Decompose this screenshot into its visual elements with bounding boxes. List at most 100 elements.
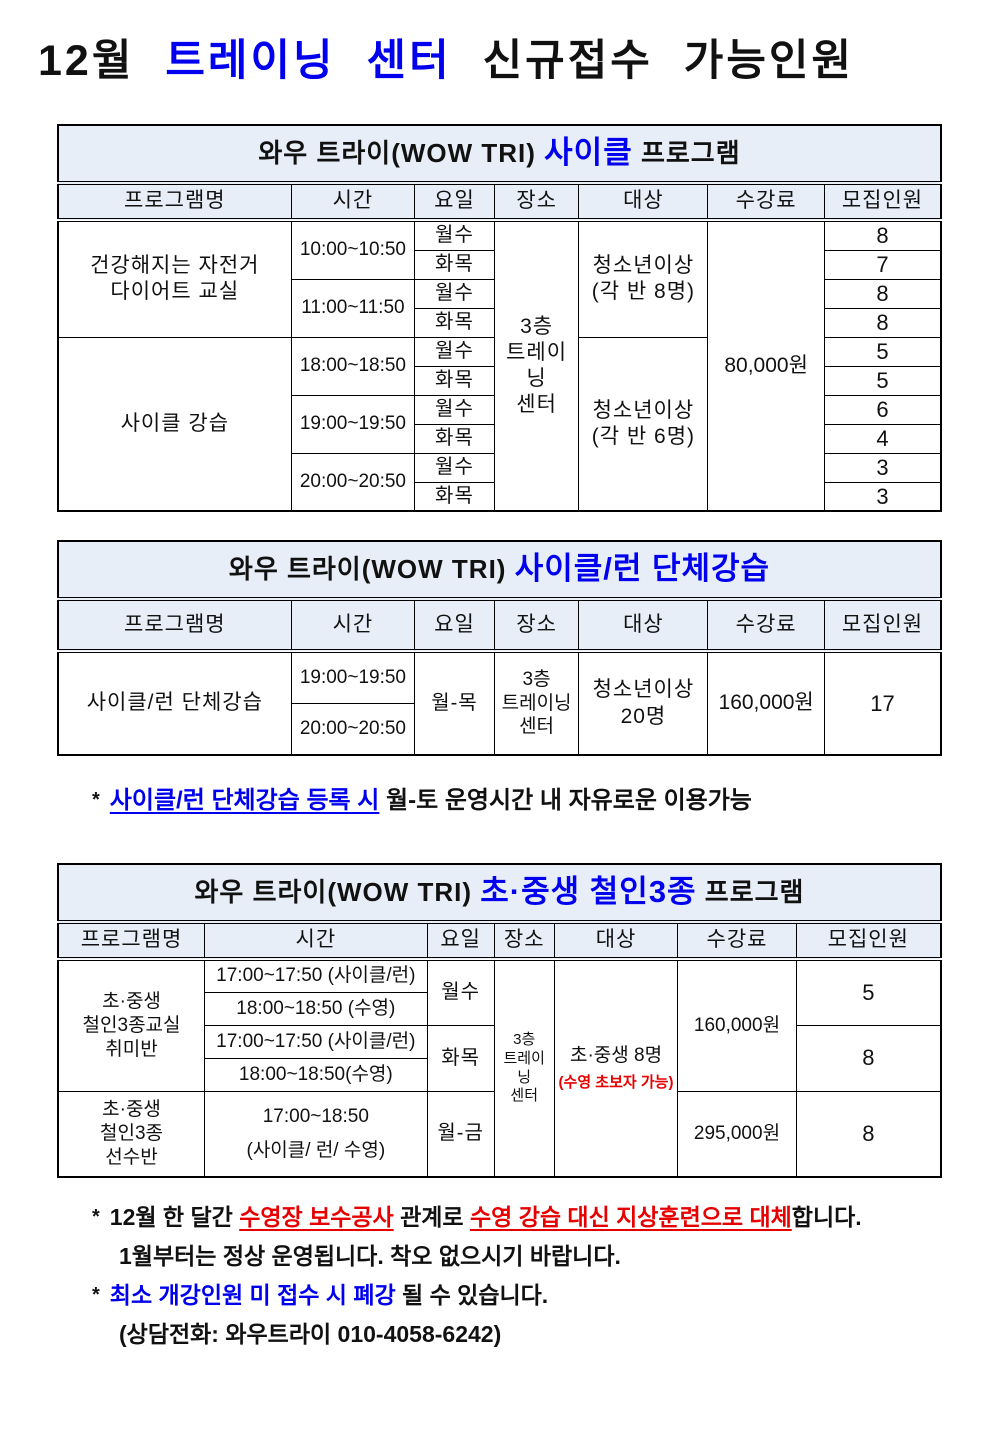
page-title-highlight: 트레이닝 센터 — [165, 37, 452, 85]
group-lesson-note-rest: 월-토 운영시간 내 자유로운 이용가능 — [379, 787, 752, 814]
capacity-cell: 8 — [823, 219, 942, 251]
group-lesson-title: 와우 트라이(WOW TRI) 사이클/런 단체강습 — [57, 540, 942, 601]
program-name-cell: 사이클/런 단체강습 — [57, 650, 292, 756]
group-lesson-header-row: 프로그램명 시간 요일 장소 대상 수강료 모집인원 — [57, 598, 942, 653]
col-day: 요일 — [414, 182, 495, 222]
footnote-contact-phone: (상담전화: 와우트라이 010-4058-6242) — [119, 1321, 502, 1348]
table-row: 사이클 강습 18:00~18:50 월수 청소년이상 (각 반 6명) 5 — [57, 336, 942, 512]
col-fee: 수강료 — [677, 921, 797, 961]
time-cell: 18:00~18:50 — [290, 336, 416, 396]
capacity-cell: 6 — [823, 394, 942, 425]
triathlon-title-row: 와우 트라이(WOW TRI) 초·중생 철인3종 프로그램 — [57, 863, 942, 924]
footnote-min-enrollment: * 최소 개강인원 미 접수 시 폐강 될 수 있습니다. — [92, 1276, 942, 1315]
table-row: 화목 3 — [58, 481, 942, 512]
footnote-red-highlight: 수영장 보수공사 — [239, 1204, 394, 1230]
triathlon-title-highlight: 초·중생 철인3종 — [480, 874, 697, 910]
capacity-cell: 8 — [823, 307, 942, 338]
cycle-program-table: 와우 트라이(WOW TRI) 사이클 프로그램 프로그램명 시간 요일 장소 … — [57, 124, 942, 512]
note-asterisk: * — [92, 1206, 100, 1228]
table-row: 19:00~19:50 월수 6 — [58, 394, 942, 454]
day-cell: 화목 — [414, 481, 495, 512]
time-cell: 11:00~11:50 — [290, 278, 416, 338]
footnote-text: 관계로 — [393, 1204, 470, 1230]
time-cell: 19:00~19:50 — [290, 394, 416, 454]
col-target: 대상 — [578, 598, 709, 653]
time-cell: 17:00~18:50 (사이클/ 런/ 수영) — [204, 1090, 428, 1178]
page-title-post: 신규접수 가능인원 — [451, 37, 855, 85]
time-cell: 18:00~18:50(수영) — [204, 1057, 428, 1092]
day-cell: 월수 — [414, 278, 495, 309]
group-lesson-title-row: 와우 트라이(WOW TRI) 사이클/런 단체강습 — [57, 540, 942, 601]
program-name-cell: 초·중생 철인3종 선수반 — [57, 1090, 206, 1178]
footnote-january-normal: 1월부터는 정상 운영됩니다. 착오 없으시기 바랍니다. — [119, 1243, 621, 1270]
day-cell: 화목 — [414, 249, 495, 280]
time-cell: 20:00~20:50 — [290, 452, 416, 512]
footnotes: * 12월 한 달간 수영장 보수공사 관계로 수영 강습 대신 지상훈련으로 대… — [92, 1198, 942, 1354]
col-capacity: 모집인원 — [823, 598, 942, 653]
time-cell: 18:00~18:50 (수영) — [204, 991, 428, 1026]
footnote-pool-closure: * 12월 한 달간 수영장 보수공사 관계로 수영 강습 대신 지상훈련으로 대… — [92, 1198, 942, 1237]
fee-cell: 160,000원 — [677, 958, 797, 1092]
table-row: 화목 4 — [58, 423, 942, 454]
table-row: 17:00~17:50 (사이클/런) 화목 8 — [58, 1024, 942, 1092]
capacity-cell: 8 — [823, 278, 942, 309]
fee-cell: 80,000원 — [707, 219, 825, 512]
triathlon-header-row: 프로그램명 시간 요일 장소 대상 수강료 모집인원 — [57, 921, 942, 961]
col-program: 프로그램명 — [57, 921, 206, 961]
page-title: 12월 트레이닝 센터 신규접수 가능인원 — [38, 26, 962, 88]
cycle-table-title: 와우 트라이(WOW TRI) 사이클 프로그램 — [57, 124, 942, 185]
document-body: 와우 트라이(WOW TRI) 사이클 프로그램 프로그램명 시간 요일 장소 … — [57, 124, 942, 1354]
target-sub-note: (수영 초보자 가능) — [558, 1074, 674, 1091]
group-lesson-note-highlight: 사이클/런 단체강습 등록 시 — [109, 787, 380, 814]
table-row: 화목 7 — [58, 249, 942, 280]
group-lesson-note: * 사이클/런 단체강습 등록 시 월-토 운영시간 내 자유로운 이용가능 — [92, 780, 942, 815]
footnote-blue-highlight: 최소 개강인원 미 접수 시 폐강 — [109, 1282, 396, 1309]
footnote-text: 될 수 있습니다. — [395, 1282, 549, 1309]
day-cell: 월수 — [426, 958, 495, 1026]
target-cell: 청소년이상 20명 — [578, 650, 709, 756]
col-target: 대상 — [578, 182, 709, 222]
cycle-title-pre: 와우 트라이(WOW TRI) — [258, 138, 545, 169]
time-cell: 10:00~10:50 — [290, 219, 416, 280]
footnote-red-highlight: 수영 강습 대신 지상훈련으로 대체 — [469, 1204, 792, 1230]
capacity-cell: 8 — [795, 1024, 942, 1092]
day-cell: 화목 — [414, 423, 495, 454]
group-lesson-title-pre: 와우 트라이(WOW TRI) — [228, 554, 515, 585]
col-program: 프로그램명 — [57, 182, 292, 222]
fee-cell: 160,000원 — [707, 650, 825, 756]
capacity-cell: 7 — [823, 249, 942, 280]
col-place: 장소 — [493, 182, 580, 222]
col-target: 대상 — [553, 921, 679, 961]
note-asterisk: * — [92, 789, 100, 811]
time-cell: 17:00~17:50 (사이클/런) — [204, 958, 428, 993]
cycle-table-header-row: 프로그램명 시간 요일 장소 대상 수강료 모집인원 — [57, 182, 942, 222]
day-cell: 화목 — [414, 307, 495, 338]
table-row: 건강해지는 자전거 다이어트 교실 10:00~10:50 월수 3층 트레이닝… — [57, 219, 942, 512]
table-row: 사이클/런 단체강습 19:00~19:50 월-목 3층 트레이닝 센터 청소… — [57, 650, 942, 756]
footnote-text: 12월 한 달간 — [109, 1204, 240, 1230]
capacity-cell: 3 — [823, 452, 942, 483]
day-cell: 화목 — [414, 365, 495, 396]
day-cell: 월수 — [414, 336, 495, 367]
target-cell: 초·중생 8명 (수영 초보자 가능) — [553, 958, 679, 1178]
cycle-title-post: 프로그램 — [632, 138, 741, 169]
col-time: 시간 — [290, 182, 416, 222]
table-row: 화목 8 — [58, 307, 942, 338]
target-main: 초·중생 8명 — [569, 1045, 663, 1067]
col-time: 시간 — [290, 598, 416, 653]
place-cell: 3층 트레이닝 센터 — [493, 219, 580, 512]
time-cell: 19:00~19:50 — [290, 650, 416, 704]
col-fee: 수강료 — [707, 598, 825, 653]
day-cell: 화목 — [426, 1024, 495, 1092]
col-capacity: 모집인원 — [823, 182, 942, 222]
footnote-text: 합니다. — [791, 1204, 862, 1230]
col-time: 시간 — [204, 921, 428, 961]
triathlon-title-post: 프로그램 — [696, 877, 805, 908]
table-row: 20:00~20:50 — [58, 702, 941, 756]
triathlon-title-pre: 와우 트라이(WOW TRI) — [194, 877, 481, 908]
capacity-cell: 5 — [795, 958, 942, 1026]
day-cell: 월-금 — [426, 1090, 495, 1178]
table-row: 18:00~18:50 (수영) — [58, 991, 941, 1026]
fee-cell: 295,000원 — [677, 1090, 797, 1178]
capacity-cell: 4 — [823, 423, 942, 454]
